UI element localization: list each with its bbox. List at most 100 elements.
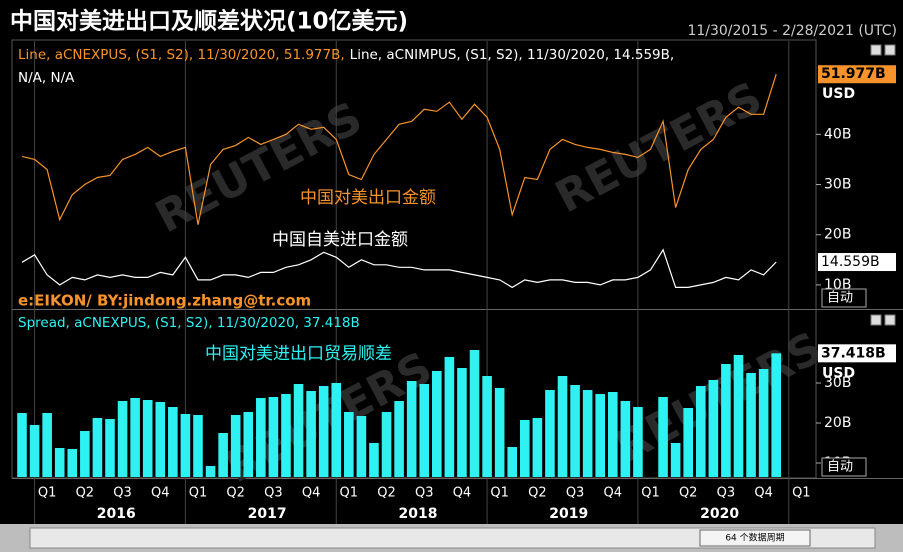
x-tick-label: Q2: [377, 486, 396, 501]
auto-button-label: 自动: [827, 291, 853, 306]
x-tick-label: Q3: [415, 486, 434, 501]
bar: [708, 380, 719, 477]
value-label-box: [818, 65, 896, 84]
y-tick-label: 20B: [824, 227, 851, 243]
panel-icon[interactable]: [884, 314, 896, 326]
bar: [670, 443, 681, 477]
scroll-track[interactable]: [29, 527, 876, 549]
bar: [683, 408, 694, 477]
bar: [281, 394, 291, 477]
bar: [17, 413, 27, 477]
bar: [406, 381, 417, 477]
year-label: 2019: [549, 506, 588, 522]
bar: [356, 416, 367, 477]
year-label: 2020: [700, 506, 739, 522]
unit-label: USD: [822, 86, 855, 102]
auto-button[interactable]: [821, 288, 867, 308]
bar: [469, 350, 480, 477]
bar: [419, 384, 430, 477]
x-tick-label: Q1: [490, 486, 509, 501]
annotation: 中国自美进口金额: [272, 230, 408, 250]
y-tick-label: 20B: [824, 415, 851, 431]
bar: [432, 371, 442, 477]
bar: [155, 402, 166, 477]
bar: [595, 394, 606, 477]
bar: [205, 466, 216, 477]
annotation: e:EIKON/ BY:jindong.zhang@tr.com: [18, 292, 311, 310]
bar: [444, 357, 455, 477]
bar: [243, 412, 254, 477]
bar: [218, 433, 228, 477]
bar: [381, 412, 392, 477]
bar: [658, 397, 668, 477]
bar: [142, 400, 153, 477]
annotation: 中国对美出口金额: [300, 188, 436, 208]
bar: [344, 412, 354, 477]
bar: [256, 398, 266, 477]
year-label: 2017: [248, 506, 287, 522]
bar: [520, 420, 530, 477]
x-tick-label: Q3: [566, 486, 585, 501]
bar: [607, 392, 618, 477]
x-tick-label: Q1: [189, 486, 208, 501]
value-label: 14.559B: [821, 254, 880, 270]
bar: [771, 353, 781, 477]
value-label: 37.418B: [821, 345, 886, 361]
bar: [557, 376, 568, 477]
bar: [80, 431, 90, 477]
scroll-thumb[interactable]: [699, 529, 811, 547]
x-tick-label: Q3: [717, 486, 736, 501]
bar: [733, 355, 744, 477]
bar: [570, 385, 580, 477]
unit-label: USD: [822, 365, 855, 381]
legend-entry: Line, aCNIMPUS, (S1, S2), 11/30/2020, 14…: [350, 47, 675, 63]
bar: [394, 401, 404, 477]
year-label: 2018: [398, 506, 437, 522]
bar: [507, 447, 518, 477]
bar: [369, 443, 379, 477]
bar: [482, 376, 492, 477]
panel-icon[interactable]: [870, 44, 882, 56]
bar: [42, 413, 52, 477]
bar: [180, 414, 191, 477]
bar: [117, 401, 128, 477]
x-tick-label: Q4: [453, 486, 472, 501]
bar: [268, 397, 279, 477]
watermark: REUTERS: [147, 92, 370, 243]
annotation: 中国对美进出口贸易顺差: [205, 344, 392, 364]
x-tick-label: Q2: [528, 486, 547, 501]
panel-icon[interactable]: [884, 44, 896, 56]
x-tick-label: Q1: [641, 486, 660, 501]
x-tick-label: Q4: [604, 486, 623, 501]
y-tick-label: 40B: [824, 126, 851, 142]
bar: [318, 386, 329, 477]
bar: [633, 407, 643, 477]
chart-title: 中国对美进出口及顺差状况(10亿美元): [10, 8, 408, 35]
bar: [306, 391, 316, 477]
line-series: [21, 74, 777, 225]
year-label: 2016: [97, 506, 136, 522]
x-tick-label: Q3: [264, 486, 283, 501]
bar: [695, 386, 706, 477]
bar: [457, 368, 467, 477]
bar: [92, 418, 103, 477]
x-tick-label: Q2: [226, 486, 245, 501]
bar: [758, 369, 769, 477]
auto-button[interactable]: [821, 457, 867, 477]
legend-entry: Line, aCNEXPUS, (S1, S2), 11/30/2020, 51…: [18, 47, 345, 63]
bar: [130, 398, 140, 477]
x-tick-label: Q1: [340, 486, 359, 501]
legend: Line, aCNEXPUS, (S1, S2), 11/30/2020, 51…: [18, 47, 674, 63]
bar: [230, 415, 241, 477]
legend-entry: Spread, aCNEXPUS, (S1, S2), 11/30/2020, …: [18, 315, 360, 331]
x-tick-label: Q4: [151, 486, 170, 501]
date-range: 11/30/2015 - 2/28/2021 (UTC): [687, 23, 897, 39]
bar: [721, 364, 731, 477]
legend: Spread, aCNEXPUS, (S1, S2), 11/30/2020, …: [18, 315, 360, 331]
panel-icon[interactable]: [870, 314, 882, 326]
bar: [494, 388, 505, 477]
watermark: REUTERS: [547, 72, 770, 223]
value-label: 51.977B: [821, 66, 886, 82]
bar: [293, 384, 304, 477]
value-label-box: [818, 344, 896, 363]
